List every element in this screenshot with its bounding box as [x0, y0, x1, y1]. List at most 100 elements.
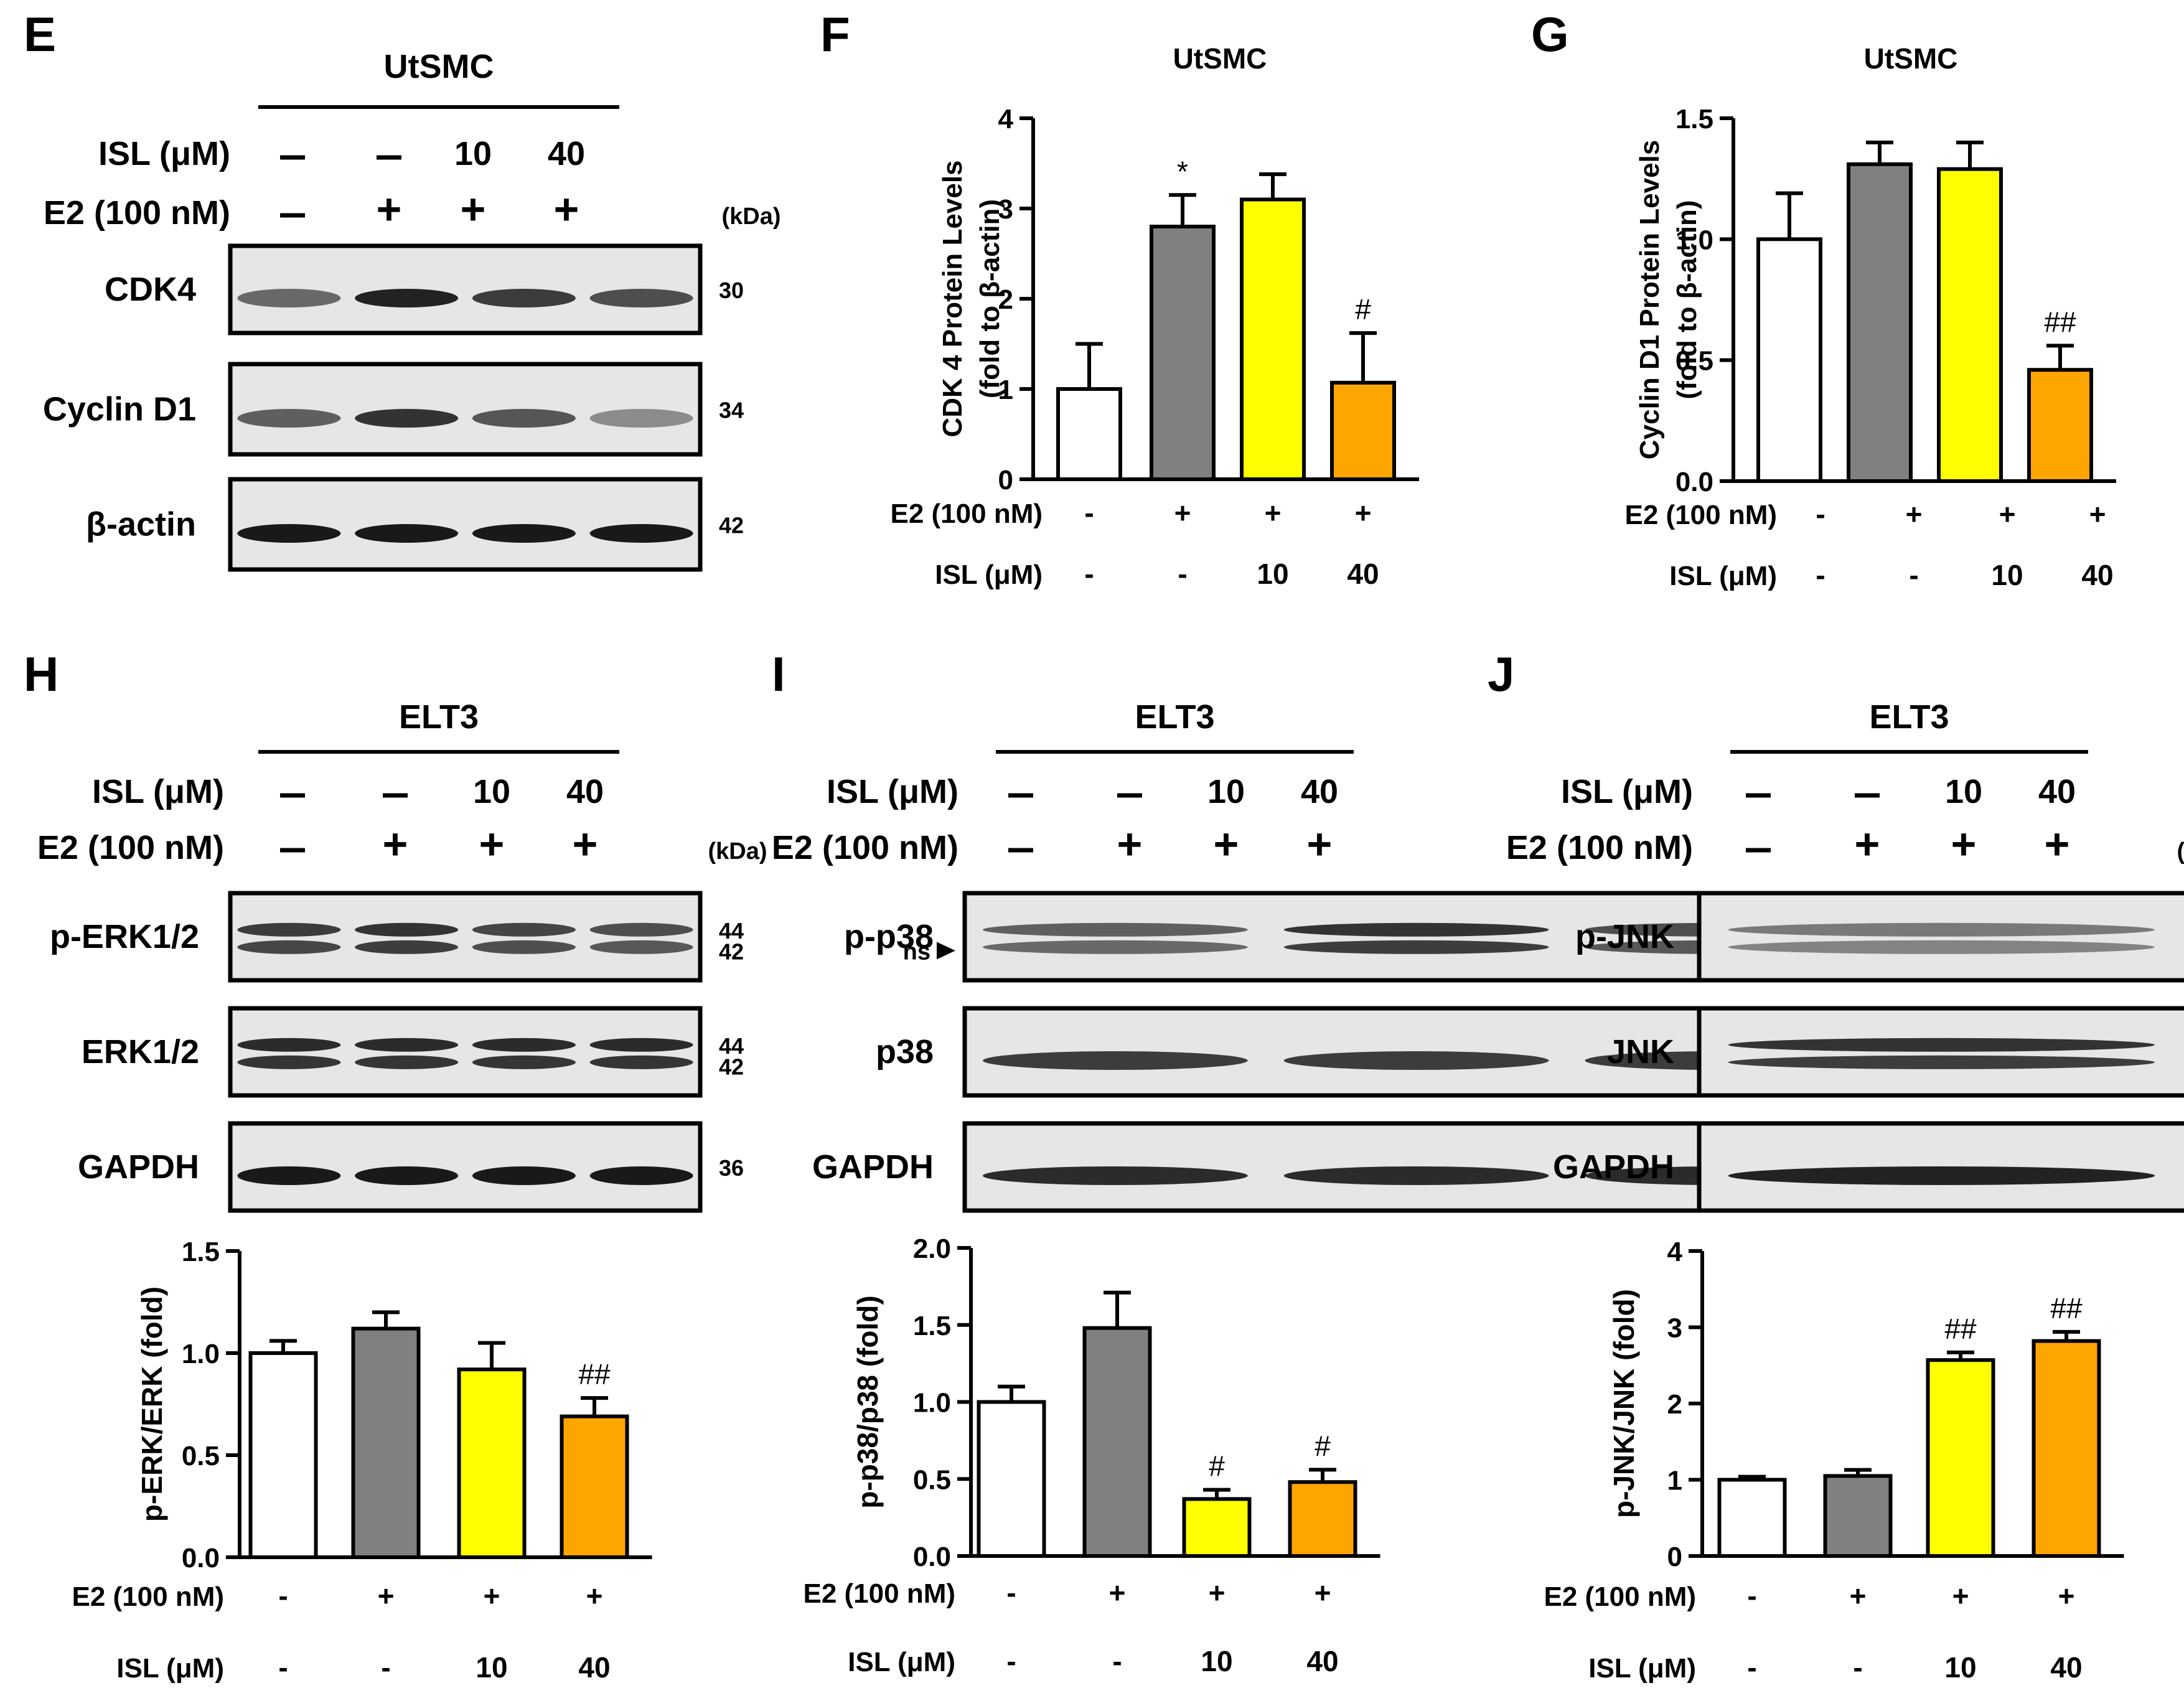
bar — [1082, 1326, 1152, 1558]
blot-band — [472, 1055, 576, 1069]
e2-condition: - — [1747, 1580, 1756, 1612]
blot-band — [589, 1038, 693, 1052]
y-tick-label: 0.0 — [913, 1542, 951, 1572]
isl-row-label: ISL (μM) — [98, 135, 230, 172]
bar — [1717, 1478, 1787, 1558]
e2-condition: + — [1999, 498, 2016, 530]
isl-condition: 40 — [578, 1651, 610, 1684]
e2-row-label: E2 (100 nM) — [44, 194, 230, 232]
e2-plus: + — [1951, 820, 1977, 868]
isl-condition: 10 — [1257, 558, 1288, 590]
panel-letter: I — [772, 647, 785, 701]
blot-band — [472, 940, 576, 954]
e2-plus: + — [377, 185, 402, 233]
isl-value: 10 — [473, 773, 510, 810]
blot-band — [237, 524, 341, 543]
blot-row-label: p-JNK — [1575, 918, 1674, 955]
blot-band — [1728, 1166, 2155, 1185]
bar — [1937, 167, 2003, 483]
isl-condition: 10 — [1944, 1651, 1976, 1684]
isl-value: 40 — [2038, 773, 2076, 810]
y-tick-label: 4 — [998, 104, 1014, 134]
e2-plus: + — [573, 820, 598, 868]
blot-band — [472, 524, 576, 543]
blot-band — [472, 1166, 576, 1185]
isl-axis-label: ISL (μM) — [116, 1653, 224, 1684]
isl-value: 10 — [1207, 773, 1245, 810]
bar — [1288, 1480, 1357, 1558]
e2-axis-label: E2 (100 nM) — [890, 499, 1043, 529]
e2-condition: - — [1084, 497, 1094, 529]
significance-mark: ## — [2050, 1292, 2083, 1324]
blot-band — [472, 289, 576, 307]
y-tick-label: 3 — [998, 194, 1013, 225]
blot-frame — [228, 891, 703, 983]
blot-band — [589, 922, 693, 937]
e2-row-label: E2 (100 nM) — [1506, 829, 1693, 866]
blot-band — [983, 940, 1248, 954]
bar — [1056, 387, 1122, 481]
y-tick-label: 2 — [1667, 1389, 1682, 1420]
bar — [1847, 162, 1913, 483]
isl-axis-label: ISL (μM) — [1669, 561, 1777, 591]
kda-marker: 34 — [719, 398, 744, 423]
y-axis-label: p-JNK/JNK (fold) — [1608, 1289, 1640, 1518]
y-tick-label: 1.0 — [182, 1339, 220, 1369]
isl-condition: 10 — [1991, 559, 2023, 591]
kda-header: (kDa) — [721, 204, 780, 230]
e2-axis-label: E2 (100 nM) — [72, 1582, 224, 1612]
blot-band — [983, 922, 1248, 937]
kda-marker: 30 — [719, 278, 744, 303]
y-tick-label: 3 — [1667, 1313, 1682, 1344]
e2-plus: + — [1855, 820, 1880, 868]
e2-axis-label: E2 (100 nM) — [1624, 500, 1777, 530]
blot-band — [1728, 1038, 2155, 1052]
blot-band — [237, 289, 341, 307]
bar — [1926, 1358, 1995, 1558]
blot-frame — [1697, 891, 2184, 983]
bar — [1182, 1497, 1252, 1558]
isl-condition: 10 — [476, 1651, 507, 1684]
blot-band — [472, 409, 576, 428]
blot-row-label: CDK4 — [105, 271, 196, 308]
e2-plus: + — [461, 185, 486, 233]
blot-band — [589, 940, 693, 954]
isl-condition: 40 — [2081, 559, 2113, 591]
blot-band — [355, 1166, 459, 1185]
e2-condition: + — [484, 1580, 500, 1612]
y-tick-label: 0.5 — [182, 1441, 220, 1471]
blot-band — [589, 524, 693, 543]
e2-condition: - — [1816, 498, 1825, 530]
blot-band — [983, 1051, 1248, 1070]
isl-condition: - — [278, 1651, 288, 1684]
isl-axis-label: ISL (μM) — [1588, 1653, 1696, 1684]
isl-condition: - — [1178, 558, 1187, 590]
e2-condition: + — [1109, 1577, 1126, 1609]
blot-frame — [228, 362, 703, 457]
e2-row-label: E2 (100 nM) — [37, 829, 224, 866]
blot-frame — [228, 1006, 703, 1098]
isl-condition: - — [1853, 1651, 1862, 1684]
isl-condition: - — [1747, 1651, 1756, 1684]
blot-row-label: GAPDH — [812, 1148, 934, 1186]
blot-band — [589, 1166, 693, 1185]
blot-band — [237, 1055, 341, 1069]
e2-condition: - — [278, 1580, 288, 1612]
blot-band — [472, 1038, 576, 1052]
y-tick-label: 0.5 — [1675, 346, 1713, 377]
e2-plus: + — [1117, 820, 1143, 868]
bar — [1756, 237, 1822, 483]
blot-row-label: GAPDH — [78, 1148, 199, 1186]
e2-condition: + — [586, 1580, 603, 1612]
bar — [2032, 1339, 2101, 1558]
e2-condition: + — [1209, 1577, 1226, 1609]
bar — [351, 1326, 421, 1559]
y-tick-label: 0.5 — [913, 1465, 951, 1495]
blot-row-label: p38 — [876, 1033, 934, 1071]
blot-band — [355, 409, 459, 428]
significance-mark: * — [1177, 155, 1188, 187]
blot-row-label: JNK — [1607, 1033, 1674, 1071]
bar — [1823, 1474, 1893, 1558]
blot-band — [355, 289, 459, 307]
